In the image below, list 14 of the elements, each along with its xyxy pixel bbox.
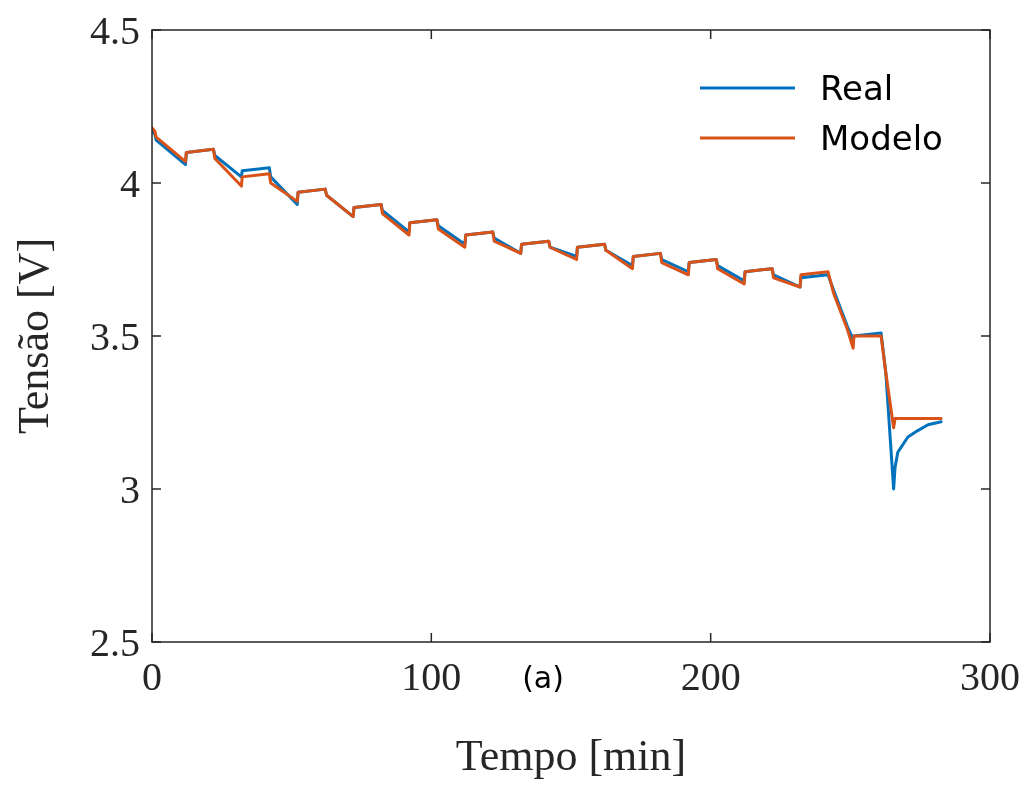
y-tick-label: 2.5 <box>90 620 140 665</box>
x-tick-label: 200 <box>680 654 741 699</box>
y-axis-title: Tensão [V] <box>9 237 58 435</box>
text: (a) <box>522 660 564 695</box>
y-tick-label: 3 <box>120 467 140 512</box>
y-tick-label: 3.5 <box>90 314 140 359</box>
x-tick-label: 100 <box>401 654 462 699</box>
legend-label: Real <box>820 67 894 108</box>
x-tick-label: 0 <box>142 654 162 699</box>
legend-label: Modelo <box>820 117 943 158</box>
x-axis-title: Tempo [min] <box>455 731 687 780</box>
x-tick-label: 300 <box>960 654 1020 699</box>
y-tick-label: 4 <box>120 161 140 206</box>
y-tick-label: 4.5 <box>90 8 140 53</box>
